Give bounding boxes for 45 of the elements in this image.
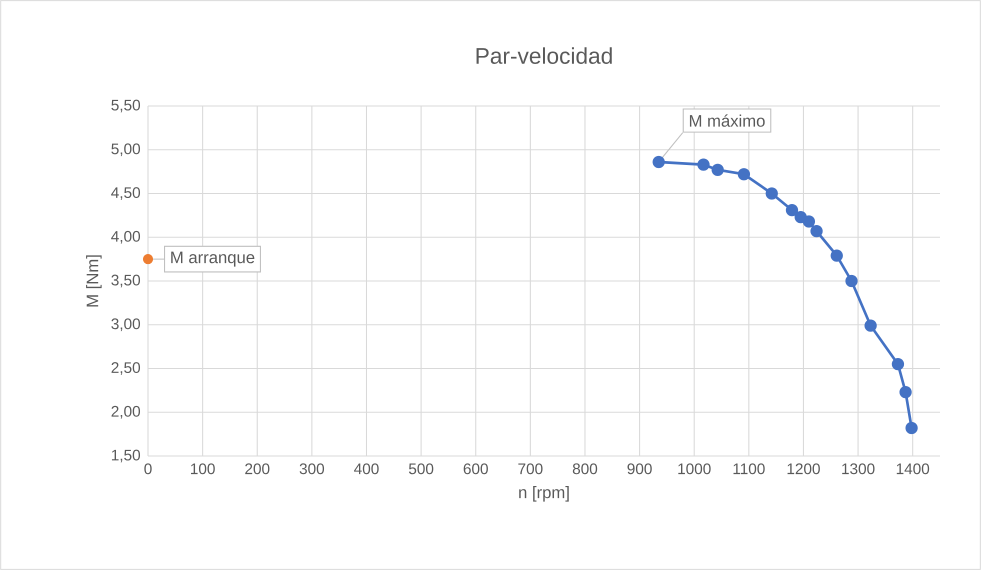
y-axis-title: M [Nm] <box>86 255 102 306</box>
x-tick-label: 700 <box>518 463 543 474</box>
point <box>845 274 858 288</box>
point <box>802 215 816 228</box>
x-tick-label: 1400 <box>896 463 930 474</box>
point <box>786 204 798 216</box>
point <box>766 187 778 200</box>
point <box>810 224 823 238</box>
x-tick-label: 500 <box>408 463 434 474</box>
annotation: M arranque <box>171 252 254 267</box>
x-tick-label: 1100 <box>734 463 765 474</box>
point <box>142 254 154 264</box>
y-tick-label: 5,50 <box>111 100 140 112</box>
point <box>899 386 912 398</box>
point <box>905 422 918 434</box>
point <box>794 210 807 224</box>
point <box>712 164 724 176</box>
point <box>738 168 750 180</box>
x-tick-label: 400 <box>354 463 379 474</box>
x-tick-label: 800 <box>572 463 598 474</box>
x-tick-label: 100 <box>191 463 215 474</box>
point <box>830 249 843 262</box>
y-tick-label: 3,50 <box>111 274 140 288</box>
y-tick-label: 4,00 <box>111 230 140 244</box>
x-tick-label: 600 <box>464 463 488 474</box>
point <box>697 158 710 171</box>
y-tick-label: 4,50 <box>111 187 140 200</box>
x-tick-label: 1200 <box>788 463 820 474</box>
x-tick-label: 300 <box>300 463 324 474</box>
point <box>892 358 904 370</box>
point <box>864 319 877 332</box>
x-tick-label: 200 <box>245 463 270 474</box>
x-tick-label: 1000 <box>678 463 711 474</box>
y-tick-label: 3,00 <box>111 318 140 332</box>
y-tick-label: 5,00 <box>111 143 140 156</box>
y-tick-label: 2,00 <box>112 406 140 419</box>
point <box>652 156 665 168</box>
x-tick-label: 0 <box>144 463 152 474</box>
annotation: M máximo <box>690 114 765 127</box>
x-tick-label: 900 <box>628 463 652 474</box>
chart-title: Par-velocidad <box>476 47 612 64</box>
x-axis-title: n [rpm] <box>519 486 569 502</box>
x-tick-label: 1300 <box>842 463 875 474</box>
y-tick-label: 2,50 <box>112 362 140 375</box>
y-tick-label: 1,50 <box>112 450 140 462</box>
